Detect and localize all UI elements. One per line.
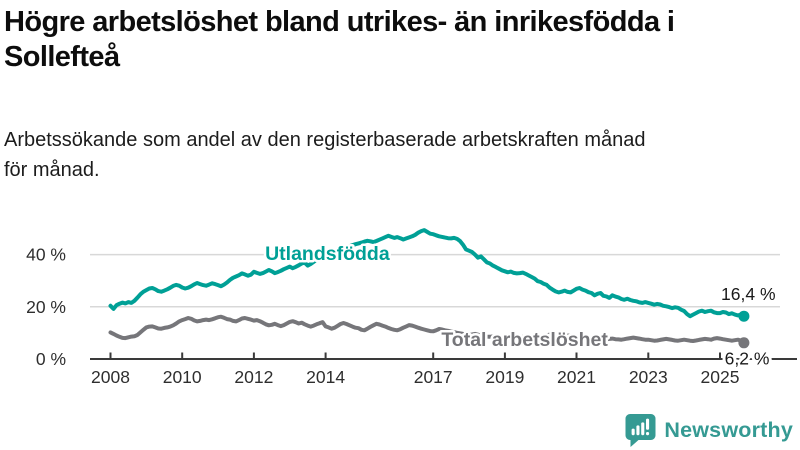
chart-subtitle-line1: Arbetssökande som andel av den registerb… xyxy=(4,129,646,151)
series-label: Total arbetslöshet xyxy=(441,329,608,351)
series-line-utlandsf-dda xyxy=(108,228,746,319)
x-tick-label: 2012 xyxy=(234,367,273,387)
end-value-label: 6,2 % xyxy=(725,349,770,369)
x-tick-label: 2021 xyxy=(557,367,596,387)
newsworthy-branding: Newsworthy xyxy=(624,411,793,449)
series-end-dot xyxy=(738,337,750,349)
series-end-dot xyxy=(738,310,750,322)
y-tick-label: 20 % xyxy=(26,297,66,317)
chart-subtitle-line2: för månad. xyxy=(4,159,100,181)
chart-subtitle: Arbetssökande som andel av den registerb… xyxy=(4,125,796,185)
newsworthy-logo-text: Newsworthy xyxy=(664,417,793,442)
series-line-total-arbetsl-shet xyxy=(108,314,746,345)
y-tick-label: 40 % xyxy=(26,245,66,265)
x-tick-label: 2014 xyxy=(306,367,345,387)
bar-chart-speech-bubble-icon xyxy=(625,413,656,447)
x-tick-label: 2023 xyxy=(629,367,668,387)
chart-title: Högre arbetslöshet bland utrikes- än inr… xyxy=(4,5,796,75)
x-tick-label: 2017 xyxy=(414,367,453,387)
x-tick-label: 2019 xyxy=(485,367,524,387)
series-label: Utlandsfödda xyxy=(265,243,390,265)
y-tick-label: 0 % xyxy=(36,349,66,369)
chart-canvas: 0 % 20 % 40 % 2008 2010 2012 2014 2017 2019 2021 2… xyxy=(26,228,797,387)
x-tick-label: 2008 xyxy=(91,367,130,387)
unemployment-line-chart: 0 % 20 % 40 % 2008 2010 2012 2014 2017 2019 2021 2… xyxy=(0,200,800,400)
x-tick-label: 2025 xyxy=(701,367,740,387)
end-value-label: 16,4 % xyxy=(721,284,775,304)
chart-title-line1: Högre arbetslöshet bland utrikes- än inr… xyxy=(4,6,675,38)
x-tick-label: 2010 xyxy=(163,367,202,387)
chart-title-line2: Sollefteå xyxy=(4,41,120,73)
